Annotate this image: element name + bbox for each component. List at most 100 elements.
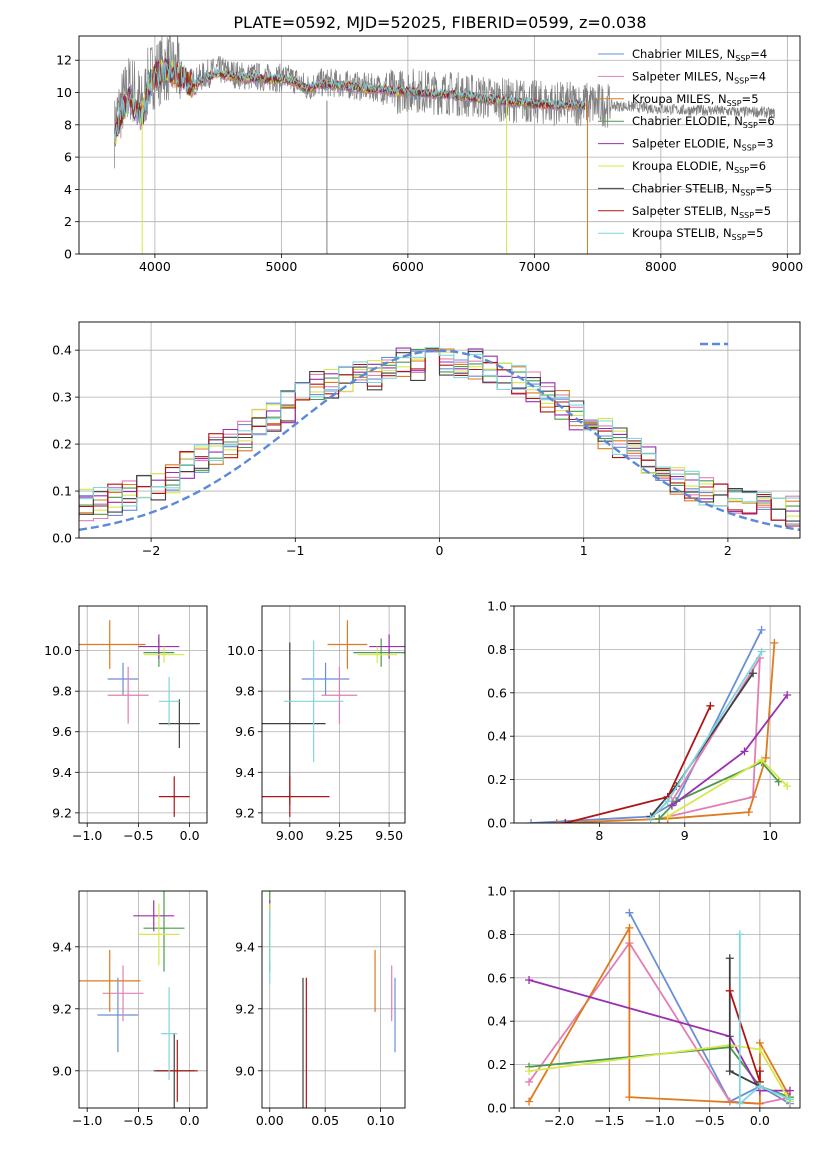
- legend-n-symbol: N: [727, 47, 736, 61]
- legend-eq: =: [754, 204, 764, 218]
- massweight-vs-age-series-1: [658, 657, 761, 820]
- legend-n-sub: SSP: [734, 76, 749, 85]
- massweight-vs-age-marker: [663, 797, 672, 806]
- legend-name: Kroupa MILES: [632, 92, 711, 106]
- legend-nssp: 5: [756, 226, 763, 240]
- legend-n-symbol: N: [733, 137, 742, 151]
- massweight-vs-Z-series-5: [528, 1044, 791, 1102]
- legend-n-sub: SSP: [732, 233, 747, 242]
- age-vs-mass-xtick-label: 9.50: [375, 828, 403, 843]
- legend-n-symbol: N: [725, 159, 734, 173]
- legend-entry-6: Chabrier STELIB, NSSP=5: [632, 181, 772, 197]
- mass-vs-Z-grid: [79, 891, 207, 1108]
- axes-frame: [78, 321, 801, 539]
- axes-frame: [261, 605, 406, 824]
- massweight-vs-age-marker: [655, 814, 664, 823]
- residuals-xtick-label: 0: [436, 543, 444, 558]
- massweight-vs-age-ytick-label: 0.6: [487, 685, 507, 700]
- legend-name: Kroupa ELODIE: [632, 159, 718, 173]
- massweight-vs-Z-xtick-label: −0.5: [695, 1113, 725, 1128]
- mass-vs-Z-xtick-label: −0.5: [123, 1113, 153, 1128]
- age-vs-mass-grid: [262, 606, 405, 823]
- mass-vs-EBV-xtick-label: 0.00: [256, 1113, 284, 1128]
- age-vs-mass-panel: 9.00 9.25 9.50 9.2 9.4 9.6 9.8 10.0: [227, 605, 406, 843]
- spectrum-ytick-label: 8: [64, 117, 72, 132]
- legend-entry-1: Salpeter MILES, NSSP=4: [632, 69, 766, 85]
- legend-n-symbol: N: [732, 181, 741, 195]
- age-vs-Z-grid: [79, 606, 207, 823]
- legend-eq: =: [758, 114, 768, 128]
- age-vs-mass-ytick-label: 9.2: [235, 805, 255, 820]
- legend-n-symbol: N: [734, 114, 743, 128]
- massweight-vs-Z-ytick-label: 1.0: [487, 884, 507, 899]
- legend-sep: ,: [724, 181, 731, 195]
- massweight-vs-Z-marker: [525, 975, 534, 984]
- legend-name: Chabrier ELODIE: [632, 114, 727, 128]
- residuals-xtick-label: 1: [580, 543, 588, 558]
- mass-vs-EBV-ytick-label: 9.0: [235, 1063, 255, 1078]
- spectrum-xtick-label: 7000: [518, 259, 550, 274]
- massweight-vs-Z-marker: [725, 954, 734, 963]
- mass-vs-EBV-plot-area: [269, 891, 396, 1108]
- legend-eq: =: [749, 159, 759, 173]
- axes-frame: [78, 35, 801, 255]
- massweight-vs-Z-marker: [755, 1099, 764, 1108]
- massweight-vs-Z-marker: [525, 1097, 534, 1106]
- legend-n-symbol: N: [718, 92, 727, 106]
- massweight-vs-age-marker: [552, 819, 561, 823]
- age-vs-Z-ytick-label: 9.8: [52, 684, 72, 699]
- massweight-vs-Z-series-4: [528, 979, 790, 1092]
- mass-vs-Z-ytick-label: 9.4: [52, 939, 72, 954]
- legend-nssp: 3: [766, 137, 773, 151]
- massweight-vs-Z-ytick-label: 0.6: [487, 970, 507, 985]
- spectrum-xtick-label: 5000: [265, 259, 297, 274]
- spectrum-plot-area: [113, 36, 776, 254]
- legend-sep: ,: [719, 47, 726, 61]
- massweight-vs-age-marker: [757, 647, 766, 656]
- massweight-vs-age-ytick-label: 1.0: [487, 599, 507, 614]
- massweight-vs-Z-marker: [725, 1067, 734, 1076]
- spectrum-xtick-label: 8000: [645, 259, 677, 274]
- massweight-vs-age-series-7: [564, 705, 712, 823]
- age-vs-mass-ytick-label: 9.6: [235, 724, 255, 739]
- residuals-ytick-label: 0.3: [52, 390, 72, 405]
- mass-vs-EBV-ytick-label: 9.4: [235, 939, 255, 954]
- residuals-ytick-label: 0.4: [52, 343, 72, 358]
- spectrum-xtick-label: 4000: [139, 259, 171, 274]
- legend-eq: =: [747, 226, 757, 240]
- massweight-vs-Z-ytick-label: 0.0: [487, 1101, 507, 1116]
- massweight-vs-age-marker: [561, 819, 570, 823]
- mass-vs-EBV-grid: [262, 891, 405, 1108]
- spectrum-xtick-label: 9000: [771, 259, 803, 274]
- legend-entry-4: Salpeter ELODIE, NSSP=3: [632, 137, 774, 153]
- legend-sep: ,: [718, 69, 725, 83]
- legend-n-sub: SSP: [739, 211, 754, 220]
- spectrum-ytick-label: 6: [64, 150, 72, 165]
- legend-sep: ,: [727, 114, 734, 128]
- legend-nssp: 5: [765, 181, 772, 195]
- age-vs-mass-ytick-label: 9.4: [235, 765, 255, 780]
- massweight-vs-age-marker: [744, 808, 753, 817]
- massweight-vs-Z-marker: [625, 908, 634, 917]
- legend-nssp: 5: [764, 204, 771, 218]
- massweight-vs-Z-plot-area: [525, 908, 794, 1108]
- age-vs-mass-ytick-label: 10.0: [227, 643, 255, 658]
- massweight-vs-Z-marker: [625, 1093, 634, 1102]
- legend-sep: ,: [718, 159, 725, 173]
- massweight-vs-age-marker: [783, 782, 792, 791]
- axes-frame: [261, 890, 406, 1109]
- legend-name: Salpeter STELIB: [632, 204, 723, 218]
- massweight-vs-age-plot-area: [527, 625, 792, 823]
- age-vs-Z-ytick-label: 10.0: [44, 643, 72, 658]
- model-spectrum-8: [113, 55, 586, 141]
- legend-eq: =: [742, 92, 752, 106]
- massweight-vs-Z-series-0: [628, 912, 791, 1105]
- legend-entry-7: Salpeter STELIB, NSSP=5: [632, 204, 771, 220]
- legend-entry-8: Kroupa STELIB, NSSP=5: [632, 226, 764, 242]
- massweight-vs-Z-marker: [785, 1095, 794, 1104]
- massweight-vs-Z-marker: [725, 986, 734, 995]
- legend-entry-5: Kroupa ELODIE, NSSP=6: [632, 159, 766, 175]
- massweight-vs-Z-ytick-label: 0.2: [487, 1057, 507, 1072]
- age-vs-Z-panel: −1.0 −0.5 0.0 9.2 9.4 9.6 9.8 10.0: [44, 605, 208, 843]
- legend-eq: =: [749, 69, 759, 83]
